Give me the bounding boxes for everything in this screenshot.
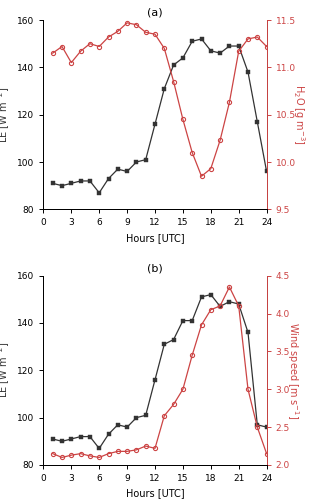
Y-axis label: H$_2$O [g m$^{-3}$]: H$_2$O [g m$^{-3}$] [291,84,307,145]
Y-axis label: LE [W m$^{-2}$]: LE [W m$^{-2}$] [0,342,11,398]
Title: (a): (a) [147,8,163,18]
X-axis label: Hours [UTC]: Hours [UTC] [126,488,184,498]
Title: (b): (b) [147,264,163,274]
Y-axis label: LE [W m$^{-2}$]: LE [W m$^{-2}$] [0,86,11,143]
X-axis label: Hours [UTC]: Hours [UTC] [126,233,184,243]
Y-axis label: Wind speed [m s$^{-1}$]: Wind speed [m s$^{-1}$] [285,322,301,419]
